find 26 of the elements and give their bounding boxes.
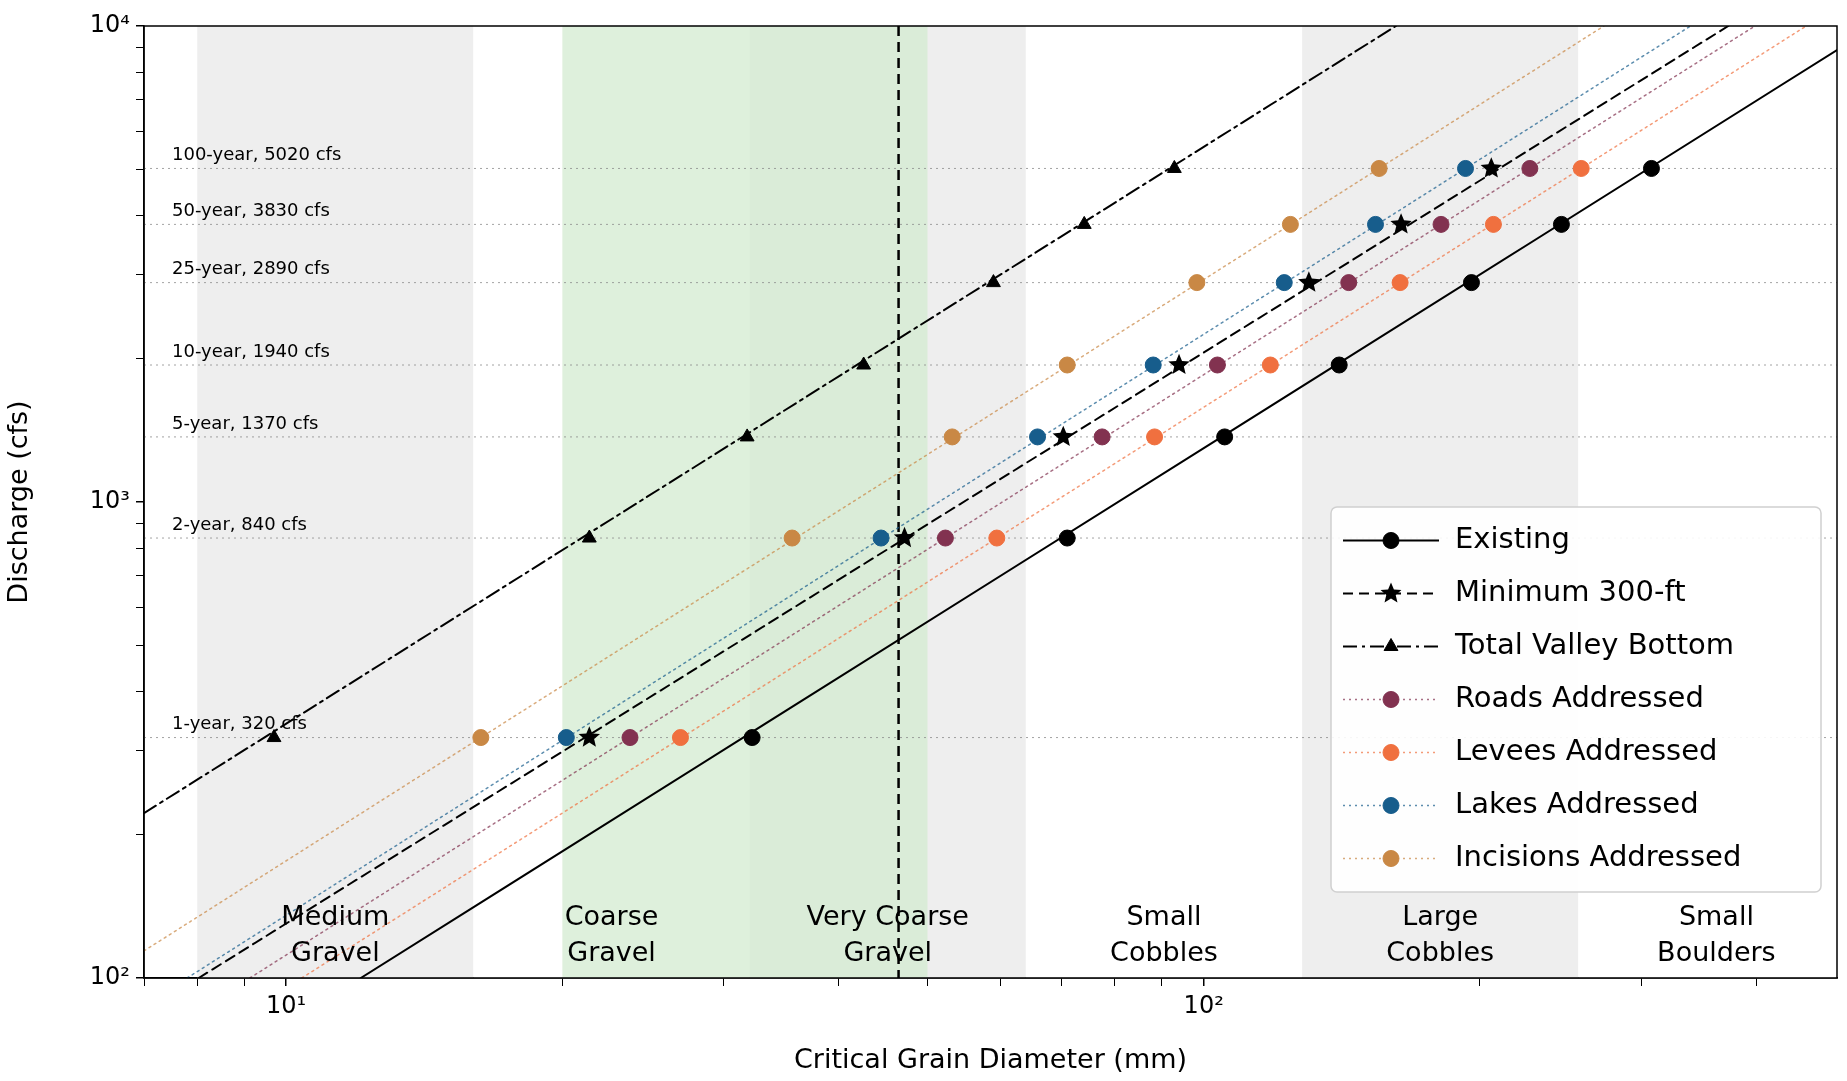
legend-label: Minimum 300-ft	[1455, 574, 1686, 609]
y-tick-label: 10³	[89, 486, 130, 515]
band-label: Large Cobbles	[1386, 900, 1495, 968]
band-label: Small Cobbles	[1110, 900, 1218, 968]
band-label: Coarse Gravel	[564, 900, 659, 968]
x-tick-label: 10¹	[266, 990, 307, 1019]
y-tick-label: 10²	[89, 962, 130, 991]
band-label: Medium Gravel	[281, 900, 390, 968]
band-label: Small Boulders	[1657, 900, 1776, 968]
band-label: Very Coarse Gravel	[806, 900, 969, 968]
legend-label: Total Valley Bottom	[1454, 627, 1735, 662]
ref-line-label: 10-year, 1940 cfs	[172, 339, 330, 361]
ref-line-label: 50-year, 3830 cfs	[172, 199, 330, 221]
legend-label: Existing	[1455, 521, 1570, 556]
ref-line-label: 5-year, 1370 cfs	[172, 411, 319, 433]
ref-line-label: 100-year, 5020 cfs	[172, 143, 342, 165]
ref-line-label: 2-year, 840 cfs	[172, 512, 307, 534]
legend-label: Lakes Addressed	[1455, 786, 1699, 821]
legend-label: Incisions Addressed	[1455, 839, 1742, 874]
legend-label: Levees Addressed	[1455, 733, 1718, 768]
y-tick-label: 10⁴	[89, 10, 130, 39]
ref-line-label: 1-year, 320 cfs	[172, 712, 307, 734]
y-axis-title: Discharge (cfs)	[2, 400, 34, 604]
legend-label: Roads Addressed	[1455, 680, 1704, 715]
ref-line-label: 25-year, 2890 cfs	[172, 257, 330, 279]
x-axis-title: Critical Grain Diameter (mm)	[793, 1042, 1188, 1074]
